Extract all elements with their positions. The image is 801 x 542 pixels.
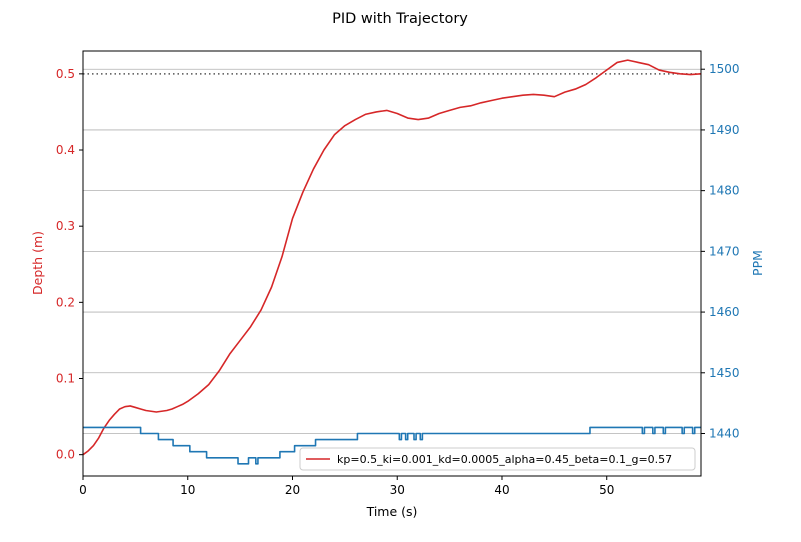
- y-left-tick-label: 0.3: [56, 219, 75, 233]
- y-left-tick-label: 0.4: [56, 143, 75, 157]
- y-axis-right-label: PPM: [750, 250, 765, 276]
- plot-frame: [82, 50, 702, 477]
- series-line-ppm: [83, 426, 701, 465]
- y-right-tick-label: 1490: [709, 123, 740, 137]
- y-left-tick-label: 0.0: [56, 448, 75, 462]
- y-right-tick-label: 1480: [709, 184, 740, 198]
- y-left-tick-label: 0.5: [56, 67, 75, 81]
- y-right-tick-label: 1440: [709, 427, 740, 441]
- series-line-depth: [82, 59, 702, 456]
- legend: kp=0.5_ki=0.001_kd=0.0005_alpha=0.45_bet…: [299, 447, 696, 471]
- y-axis-right: 1440 1450 1460 1470 1480 1490 1500: [701, 62, 740, 441]
- y-left-tick-label: 0.1: [56, 372, 75, 386]
- x-tick-label: 10: [180, 483, 195, 497]
- x-axis-label: Time (s): [366, 504, 418, 519]
- x-tick-label: 40: [494, 483, 509, 497]
- chart-title: PID with Trajectory: [332, 11, 468, 27]
- y-left-tick-label: 0.2: [56, 295, 75, 309]
- x-tick-label: 20: [285, 483, 300, 497]
- y-right-tick-label: 1470: [709, 244, 740, 258]
- legend-box: [299, 447, 696, 471]
- grid-layer: [83, 68, 701, 434]
- y-right-tick-label: 1500: [709, 62, 740, 76]
- y-right-tick-label: 1450: [709, 366, 740, 380]
- x-tick-label: 0: [79, 483, 87, 497]
- y-axis-left-label: Depth (m): [30, 231, 45, 295]
- series-layer: [82, 59, 702, 465]
- x-tick-label: 50: [599, 483, 614, 497]
- x-axis: 0 10 20 30 40 50: [79, 476, 614, 497]
- legend-label-depth: kp=0.5_ki=0.001_kd=0.0005_alpha=0.45_bet…: [337, 453, 672, 466]
- y-axis-left: 0.0 0.1 0.2 0.3 0.4 0.5: [56, 67, 83, 462]
- y-right-tick-label: 1460: [709, 305, 740, 319]
- x-tick-label: 30: [390, 483, 405, 497]
